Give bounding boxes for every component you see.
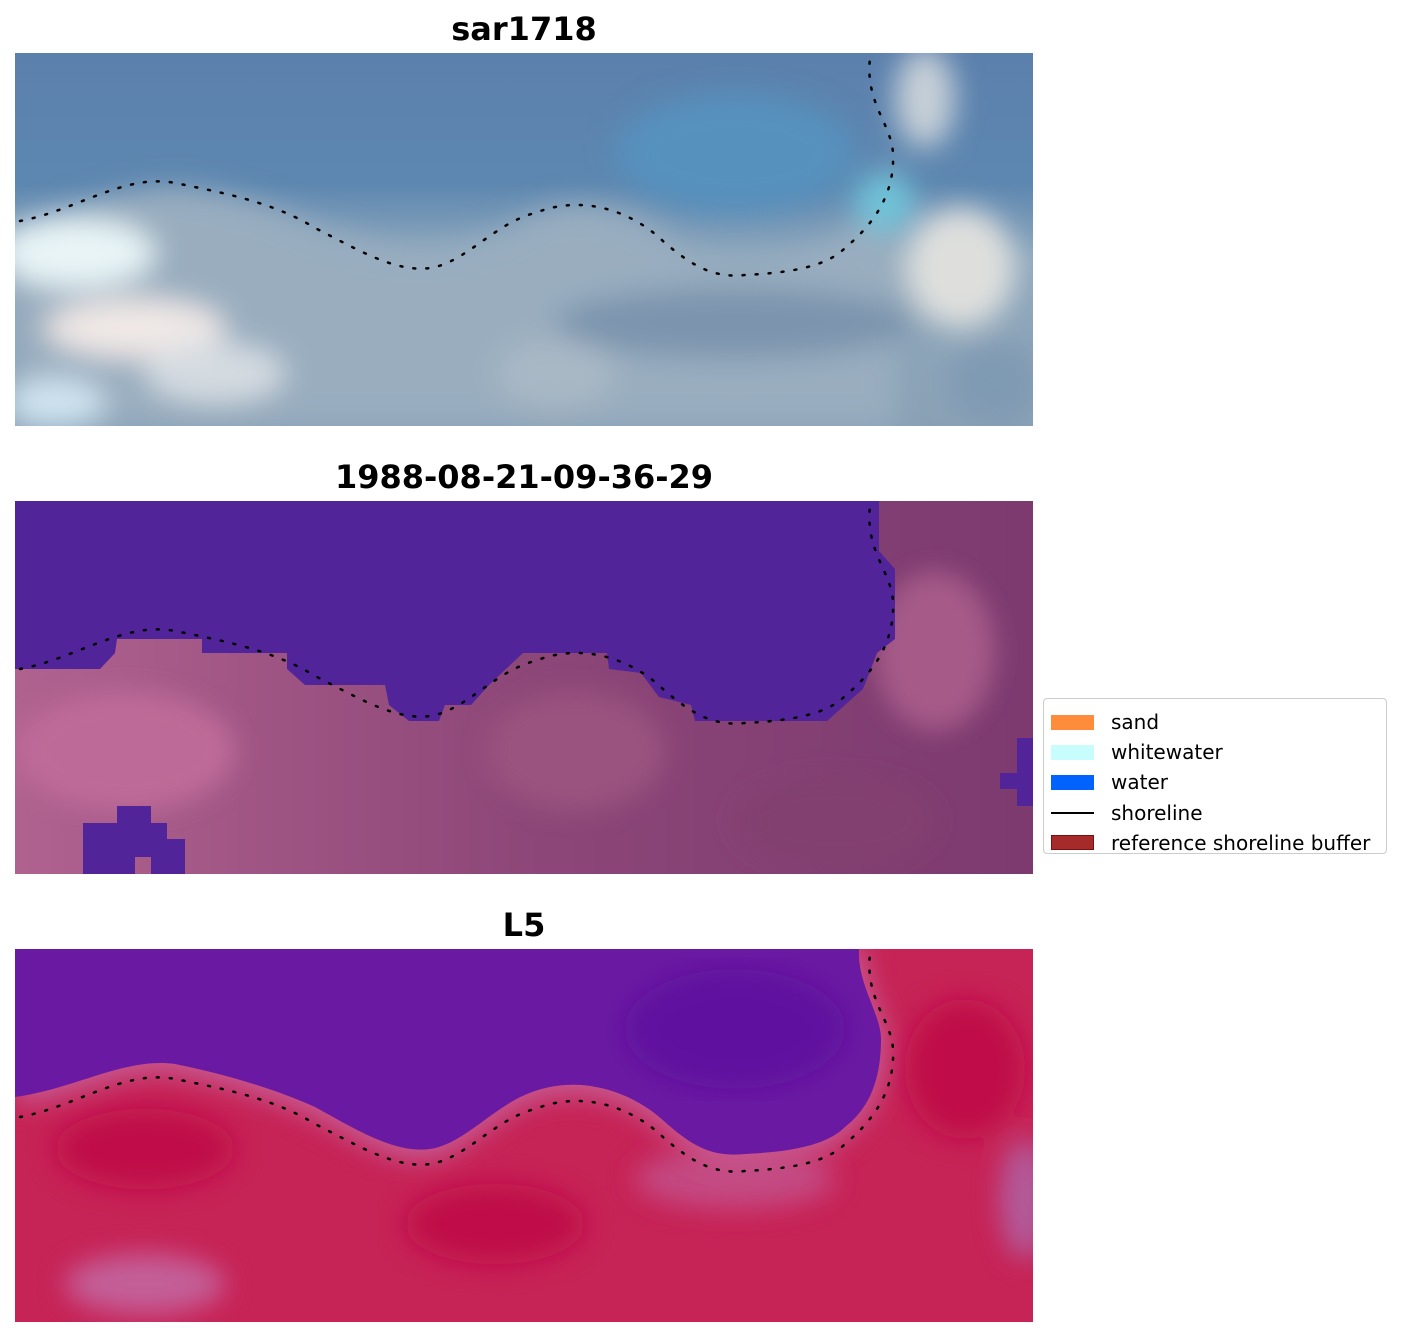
classified-image xyxy=(15,501,1033,874)
legend: sand whitewater water shoreline referenc… xyxy=(1043,698,1387,855)
panel-title-rgb: sar1718 xyxy=(451,10,597,48)
legend-label: whitewater xyxy=(1111,740,1223,765)
legend-item-sand: sand xyxy=(1051,707,1380,737)
reference-buffer-swatch xyxy=(1051,835,1094,851)
panel-title-index: L5 xyxy=(502,906,546,944)
legend-label: shoreline xyxy=(1111,800,1203,825)
sand-swatch xyxy=(1051,714,1094,730)
legend-item-shoreline: shoreline xyxy=(1051,798,1380,828)
panel-title-classified: 1988-08-21-09-36-29 xyxy=(334,458,714,496)
shoreline-swatch xyxy=(1051,811,1094,814)
index-image xyxy=(15,949,1033,1322)
rgb-image xyxy=(15,53,1033,426)
water-class-region xyxy=(15,501,895,721)
legend-label: reference shoreline buffer xyxy=(1111,830,1371,855)
legend-item-water: water xyxy=(1051,767,1380,797)
legend-item-reference-buffer: reference shoreline buffer xyxy=(1051,828,1380,858)
legend-label: water xyxy=(1111,770,1168,795)
whitewater-swatch xyxy=(1051,744,1094,760)
legend-label: sand xyxy=(1111,710,1160,735)
water-swatch xyxy=(1051,774,1094,790)
legend-item-whitewater: whitewater xyxy=(1051,737,1380,767)
